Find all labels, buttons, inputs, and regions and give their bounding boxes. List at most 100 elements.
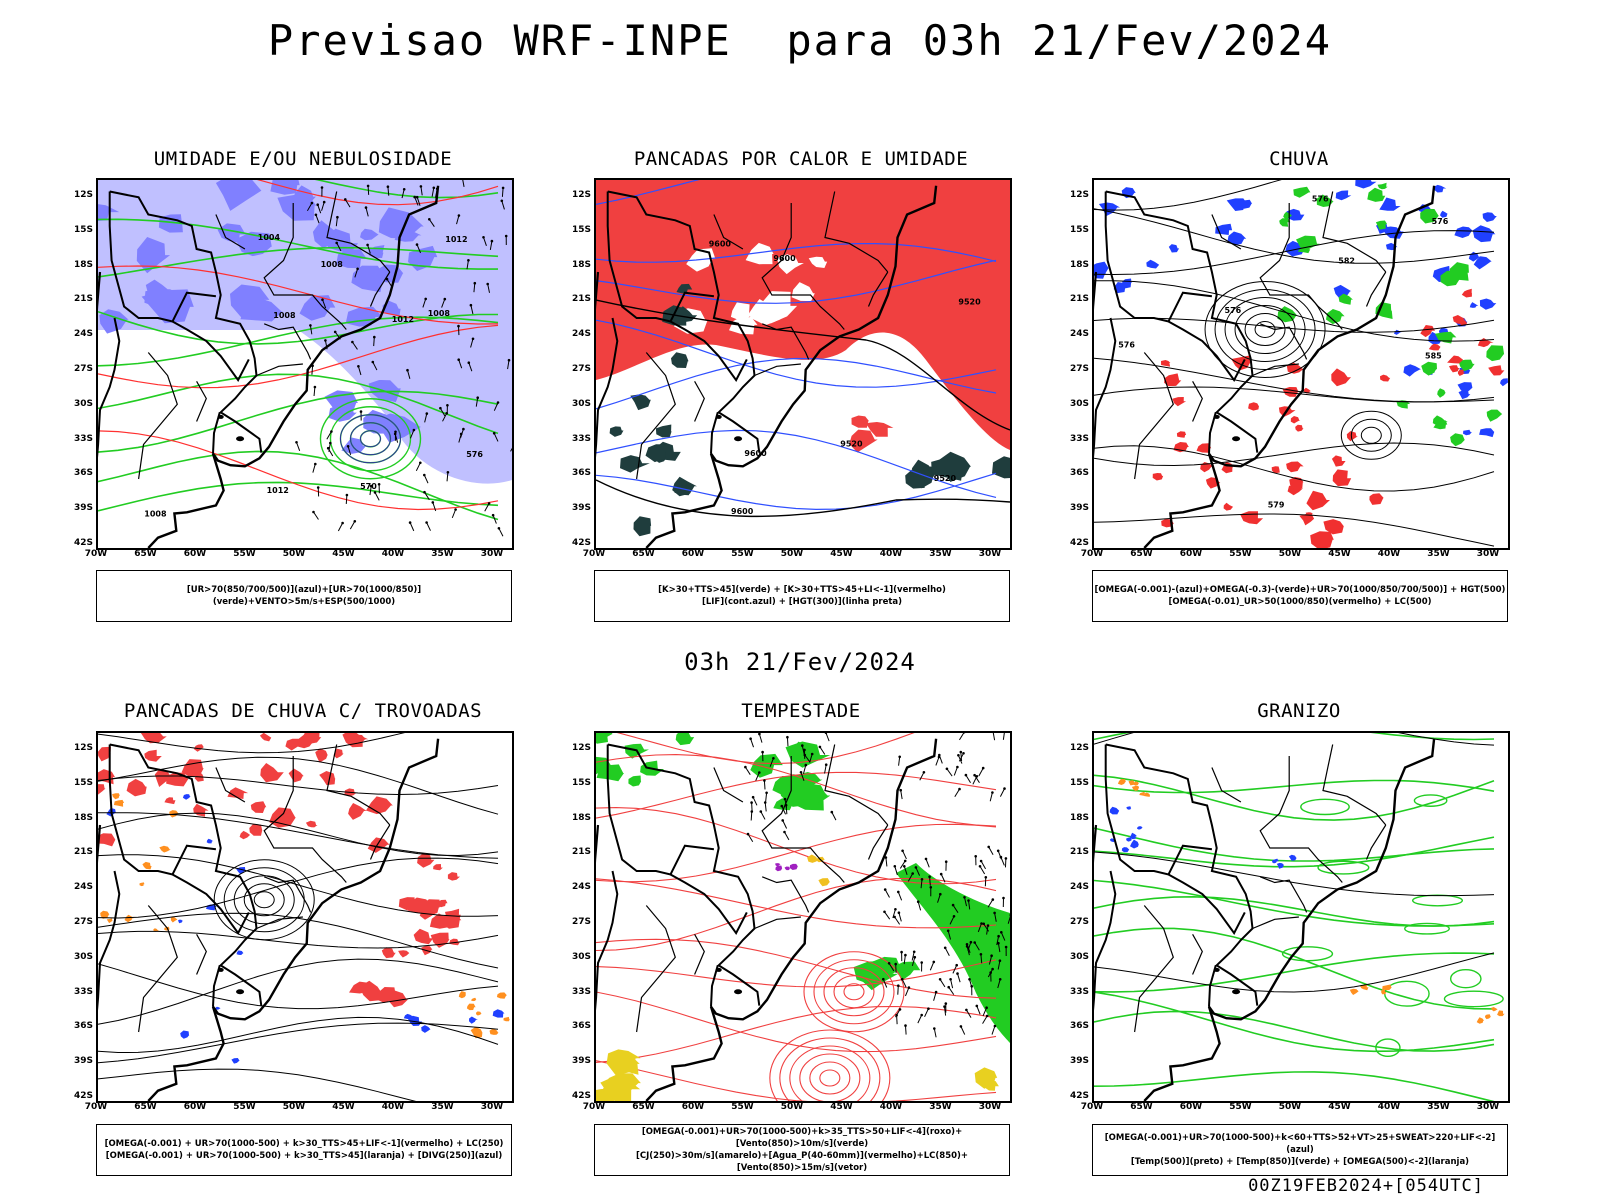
wind-vector xyxy=(760,811,766,820)
lat-tick-label: 18S xyxy=(73,259,93,270)
wind-vector xyxy=(974,774,980,783)
streamline xyxy=(1094,895,1495,927)
lat-tick-label: 39S xyxy=(73,503,93,514)
state-border xyxy=(867,271,889,307)
field-blob xyxy=(1437,388,1446,398)
streamline xyxy=(596,807,997,885)
streamline xyxy=(98,733,405,754)
wind-vector xyxy=(940,873,946,883)
field-blob xyxy=(1486,345,1505,362)
contour-label: 1012 xyxy=(392,315,414,324)
wind-vector xyxy=(424,413,428,423)
wind-vector-head xyxy=(894,962,897,966)
wind-vector-head xyxy=(471,337,475,341)
lon-tick-label: 40W xyxy=(381,1102,405,1112)
wind-vector xyxy=(999,788,1005,797)
field-blob xyxy=(1476,1017,1485,1024)
field-blob xyxy=(1227,231,1247,246)
wind-vector xyxy=(1000,932,1006,941)
field-blob xyxy=(236,950,244,955)
wind-vector xyxy=(373,337,375,347)
wind-vector xyxy=(387,186,390,196)
lon-tick-label: 50W xyxy=(1278,1102,1302,1112)
field-blob xyxy=(1286,208,1305,221)
wind-vector-head xyxy=(313,385,317,389)
state-border xyxy=(824,191,889,273)
wind-vector-head xyxy=(946,929,950,933)
field-blob xyxy=(865,422,894,437)
lon-tick-label: 55W xyxy=(233,549,256,559)
field-blob xyxy=(1306,490,1330,511)
field-blob xyxy=(145,279,172,300)
field-blob xyxy=(178,919,183,924)
cyclone-contour xyxy=(1234,305,1296,354)
field-blob xyxy=(98,769,115,785)
cyclone-contour xyxy=(1204,281,1326,378)
cyclone-contour xyxy=(359,430,381,448)
streamline xyxy=(1094,774,1495,821)
country-border xyxy=(670,873,748,936)
field-blob xyxy=(1331,455,1346,467)
wind-vector xyxy=(744,766,751,775)
wind-vector xyxy=(451,509,457,519)
wind-vector-head xyxy=(933,1027,936,1030)
wind-vector xyxy=(432,502,437,512)
field-blob xyxy=(447,872,460,881)
wind-vector xyxy=(765,792,768,802)
contour-label: 582 xyxy=(1338,257,1355,266)
lat-tick-label: 42S xyxy=(571,538,591,548)
wind-vector xyxy=(409,429,415,439)
field-blob xyxy=(469,1016,478,1024)
wind-vector xyxy=(917,1014,923,1024)
wind-vector-head xyxy=(316,203,319,206)
wind-vector-head xyxy=(326,446,330,450)
wind-vector xyxy=(507,360,510,370)
state-border xyxy=(713,767,744,803)
lon-tick-label: 65W xyxy=(632,1102,655,1112)
field-blob xyxy=(449,938,461,946)
wind-vector-head xyxy=(979,953,983,956)
legend-umidade: [UR>70(850/700/500)](azul)+[UR>70(1000/8… xyxy=(96,570,512,622)
wind-vector-head xyxy=(804,763,808,767)
field-blob xyxy=(1121,847,1130,853)
wind-vector-head xyxy=(446,404,449,407)
field-blob xyxy=(1458,390,1471,400)
cyclone-contour xyxy=(1224,297,1306,362)
wind-vector-head xyxy=(424,297,428,301)
field-blob xyxy=(1310,531,1334,548)
country-border xyxy=(1104,191,1213,323)
lake-mirim xyxy=(217,967,224,972)
country-border xyxy=(606,744,715,876)
field-blob xyxy=(158,214,183,233)
wind-vector-head xyxy=(824,733,828,734)
wind-vector xyxy=(980,954,983,964)
field-blob xyxy=(1473,256,1492,270)
streamline xyxy=(98,963,499,1010)
wind-vector xyxy=(976,1005,981,1015)
field-blob xyxy=(1271,466,1280,474)
wind-vector-head xyxy=(975,1004,979,1008)
state-border xyxy=(761,203,792,296)
field-blob xyxy=(144,749,162,762)
field-blob xyxy=(1420,208,1439,224)
wind-vector-head xyxy=(336,215,339,219)
wind-vector-head xyxy=(893,865,897,868)
wind-vector xyxy=(475,397,479,407)
hgt300-contour xyxy=(596,479,1010,518)
state-border xyxy=(781,294,845,330)
wind-vector-head xyxy=(951,903,955,907)
lon-tick-label: 45W xyxy=(332,549,355,559)
wind-vector-head xyxy=(991,967,994,971)
wind-vector xyxy=(415,462,421,472)
wind-vector xyxy=(750,811,753,821)
streamline xyxy=(98,930,499,949)
wind-vector-head xyxy=(783,830,786,834)
wind-vector-head xyxy=(944,860,948,863)
field-blob xyxy=(1276,862,1285,869)
field-blob xyxy=(113,799,125,807)
lon-tick-label: 65W xyxy=(1130,549,1153,559)
wind-vector-head xyxy=(959,750,963,754)
state-border xyxy=(867,824,889,860)
country-border xyxy=(1094,317,1117,458)
field-blob xyxy=(1485,1014,1491,1020)
